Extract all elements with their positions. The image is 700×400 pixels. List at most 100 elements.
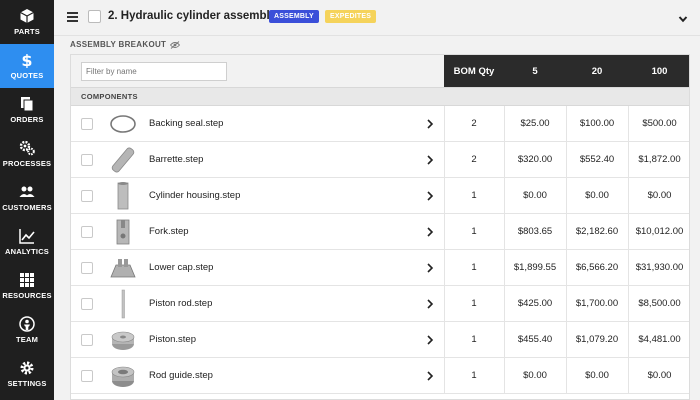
chevron-right-icon[interactable] [426,335,434,345]
sidebar-item-label: ORDERS [10,115,44,124]
bom-qty-cell: 2 [471,154,477,165]
part-name[interactable]: Cylinder housing.step [149,190,241,201]
price-qty-5-cell: $1,899.55 [513,262,557,273]
part-thumbnail [108,181,138,211]
sidebar-item-customers[interactable]: CUSTOMERS [0,176,54,220]
components-label: COMPONENTS [81,92,138,101]
table-header-row: BOM Qty 5 20 100 [71,55,689,87]
column-divider [566,106,567,142]
price-qty-20-cell: $6,566.20 [575,262,619,273]
part-thumbnail [108,109,138,139]
filter-input[interactable] [81,62,227,81]
part-name[interactable]: Fork.step [149,226,189,237]
table-row[interactable]: Cylinder housing.step 1 $0.00 $0.00 $0.00 [71,178,689,214]
price-qty-5-cell: $25.00 [520,118,550,129]
components-group-header: COMPONENTS [71,87,689,106]
sidebar-item-orders[interactable]: ORDERS [0,88,54,132]
dollar-icon: $ [19,52,35,68]
column-divider [444,142,445,178]
column-divider [566,322,567,358]
price-qty-100-cell: $0.00 [647,370,672,381]
part-name[interactable]: Piston rod.step [149,298,213,309]
part-name[interactable]: Rod guide.step [149,370,213,381]
gear-icon [19,360,35,376]
sidebar-item-label: QUOTES [10,71,44,80]
row-checkbox[interactable] [81,226,93,238]
hamburger-icon[interactable] [67,12,78,22]
row-checkbox[interactable] [81,118,93,130]
sidebar-item-settings[interactable]: SETTINGS [0,352,54,396]
sidebar-item-analytics[interactable]: ANALYTICS [0,220,54,264]
chevron-right-icon[interactable] [426,263,434,273]
part-name[interactable]: Lower cap.step [149,262,214,273]
part-thumbnail [108,361,138,391]
column-divider [628,142,629,178]
price-qty-100-cell: $0.00 [647,190,672,201]
price-qty-100-cell: $8,500.00 [638,298,681,309]
assembly-breakout-table: BOM Qty 5 20 100 COMPONENTS Backing seal… [70,54,690,400]
column-divider [504,250,505,286]
price-qty-100-cell: $1,872.00 [638,154,681,165]
sidebar-item-quotes[interactable]: $ QUOTES [0,44,54,88]
row-checkbox[interactable] [81,370,93,382]
chevron-right-icon[interactable] [426,299,434,309]
row-checkbox[interactable] [81,262,93,274]
price-qty-20-cell: $552.40 [579,154,615,165]
documents-icon [19,96,35,112]
table-row[interactable]: Barrette.step 2 $320.00 $552.40 $1,872.00 [71,142,689,178]
chevron-right-icon[interactable] [426,155,434,165]
part-name[interactable]: Piston.step [149,334,196,345]
price-qty-20-cell: $0.00 [585,370,609,381]
column-header-bom-qty: BOM Qty [453,66,495,77]
chevron-right-icon[interactable] [426,227,434,237]
sidebar-item-resources[interactable]: RESOURCES [0,264,54,308]
eye-slash-icon[interactable] [170,40,181,49]
sidebar-item-parts[interactable]: PARTS [0,0,54,44]
price-qty-5-cell: $0.00 [523,190,547,201]
column-divider [504,178,505,214]
column-header-qty-5: 5 [532,66,538,77]
chevron-right-icon[interactable] [426,371,434,381]
part-thumbnail [108,145,138,175]
column-divider [566,250,567,286]
price-qty-20-cell: $100.00 [579,118,615,129]
bom-qty-cell: 1 [471,190,477,201]
part-name[interactable]: Barrette.step [149,154,204,165]
table-row[interactable]: Piston rod.step 1 $425.00 $1,700.00 $8,500.0… [71,286,689,322]
table-row[interactable]: Rod guide.step 1 $0.00 $0.00 $0.00 [71,358,689,394]
table-row[interactable]: Lower cap.step 1 $1,899.55 $6,566.20 $31,930… [71,250,689,286]
grid-icon [19,272,35,288]
chevron-down-icon[interactable] [678,11,688,23]
row-checkbox[interactable] [81,190,93,202]
part-name[interactable]: Backing seal.step [149,118,224,129]
price-qty-100-cell: $4,481.00 [638,334,681,345]
table-row[interactable]: Backing seal.step 2 $25.00 $100.00 $500.00 [71,106,689,142]
column-divider [444,322,445,358]
chevron-right-icon[interactable] [426,119,434,129]
row-checkbox[interactable] [81,334,93,346]
price-qty-20-cell: $0.00 [585,190,609,201]
sidebar-item-label: PROCESSES [2,159,52,168]
column-divider [566,142,567,178]
cube-icon [19,8,35,24]
column-divider [628,322,629,358]
item-select-checkbox[interactable] [88,10,101,23]
price-qty-5-cell: $0.00 [523,370,547,381]
assembly-badge: ASSEMBLY [269,10,319,23]
row-checkbox[interactable] [81,154,93,166]
price-qty-100-cell: $500.00 [642,118,677,129]
price-qty-20-cell: $1,079.20 [575,334,619,345]
column-divider [444,250,445,286]
price-qty-20-cell: $1,700.00 [575,298,619,309]
column-divider [504,358,505,394]
sidebar-item-team[interactable]: TEAM [0,308,54,352]
column-divider [628,250,629,286]
sidebar-item-processes[interactable]: PROCESSES [0,132,54,176]
table-row[interactable]: Piston.step 1 $455.40 $1,079.20 $4,481.00 [71,322,689,358]
row-checkbox[interactable] [81,298,93,310]
part-thumbnail [108,253,138,283]
chevron-right-icon[interactable] [426,191,434,201]
sidebar-item-label: SETTINGS [7,379,47,388]
table-row[interactable]: Fork.step 1 $803.65 $2,182.60 $10,012.00 [71,214,689,250]
people-icon [19,184,35,200]
